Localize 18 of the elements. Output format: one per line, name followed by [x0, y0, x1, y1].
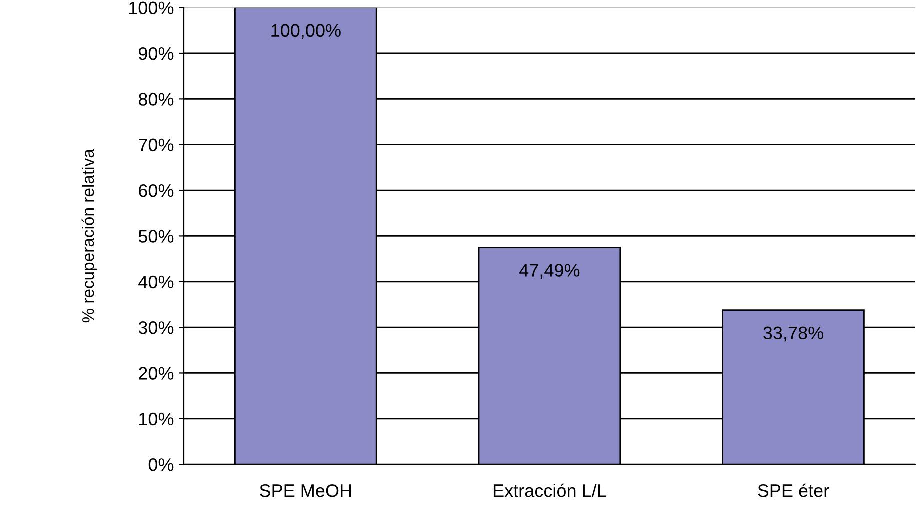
y-tick-label: 10%: [140, 412, 174, 426]
y-tick-label: 60%: [139, 184, 174, 198]
y-tick-label: 80%: [138, 93, 174, 106]
y-tick-label: 30%: [138, 321, 174, 334]
y-tick-label: 70%: [139, 138, 174, 152]
data-label: 100,00%: [272, 24, 341, 40]
data-label: 47,49%: [520, 264, 580, 280]
y-tick-label: 50%: [138, 230, 174, 243]
y-tick-label: 90%: [138, 47, 174, 60]
y-tick-label: 40%: [138, 276, 174, 289]
data-label: 33,78%: [764, 326, 824, 342]
y-tick-label: 0%: [148, 458, 174, 472]
y-tick-label: 20%: [139, 367, 174, 380]
x-tick-label: SPE MeOH: [260, 484, 352, 498]
x-tick-label: Extracción L/L: [494, 484, 606, 498]
y-axis-title: % recuperación relativa: [82, 149, 98, 323]
y-tick-label: 100%: [129, 2, 174, 15]
x-tick-label: SPE éter: [758, 484, 830, 498]
